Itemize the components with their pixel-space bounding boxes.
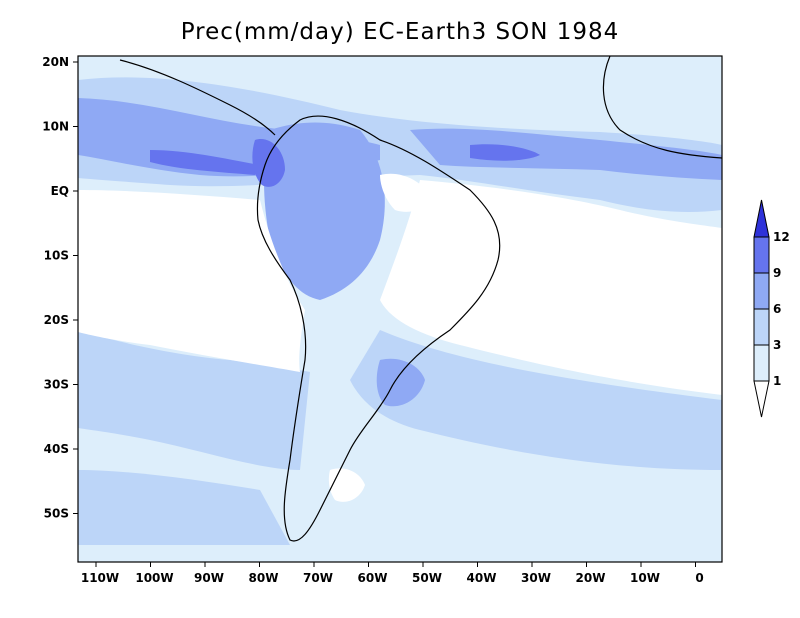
lon-tick-label: 80W	[249, 571, 279, 585]
lon-tick-label: 50W	[412, 571, 442, 585]
lon-tick-label: 10W	[630, 571, 660, 585]
colorbar-segment	[753, 236, 770, 274]
lon-tick-label: 90W	[194, 571, 224, 585]
dry-pacific	[78, 190, 305, 372]
dry-patagonia	[328, 468, 365, 502]
lon-tick-label: 70W	[303, 571, 333, 585]
ocean-3-6-band	[78, 330, 310, 470]
lon-tick-label: 110W	[81, 571, 119, 585]
colorbar-segment	[753, 272, 770, 310]
map-frame	[77, 55, 723, 563]
colorbar-level-label: 6	[773, 302, 781, 316]
lat-tick-label: EQ	[51, 184, 69, 198]
colorbar-top-arrow	[753, 199, 770, 238]
colorbar-level-label: 9	[773, 266, 781, 280]
amazon-6-9-band	[264, 122, 385, 300]
colorbar-level-label: 1	[773, 374, 781, 388]
itcz-3-6-band	[78, 77, 722, 212]
lon-tick-label: 40W	[467, 571, 497, 585]
colorbar: 1 3 6 9 12	[753, 199, 790, 418]
plata-6-9-band	[376, 358, 425, 407]
lon-tick-label: 20W	[576, 571, 606, 585]
colorbar-bottom-arrow	[753, 380, 770, 418]
lon-tick-label: 0	[695, 571, 703, 585]
south-pacific-3-6-band	[78, 470, 290, 545]
colorbar-level-label: 12	[773, 230, 790, 244]
lon-tick-label: 100W	[135, 571, 173, 585]
atlantic-3-6-band	[350, 330, 722, 470]
colorbar-segment	[753, 308, 770, 346]
coastline	[256, 115, 501, 542]
colorbar-segment	[753, 344, 770, 382]
lat-tick-label: 10N	[42, 120, 69, 134]
lon-tick-label: 30W	[521, 571, 551, 585]
lat-tick-label: 30S	[44, 378, 69, 392]
lat-tick-label: 20N	[42, 55, 69, 69]
pacific-itcz-9-12-band	[150, 150, 260, 175]
longitude-axis: 110W 100W 90W 80W 70W 60W 50W 40W 30W 20W 10W 0	[81, 562, 704, 585]
atlantic-9-12-band	[470, 144, 540, 161]
dry-atlantic	[380, 180, 722, 395]
latitude-axis: 20N 10N EQ 10S 20S 30S 40S 50S	[42, 55, 78, 521]
africa-coast	[602, 56, 722, 159]
precip-field	[78, 56, 722, 562]
atlantic-itcz-6-9-band	[410, 128, 722, 180]
lat-tick-label: 10S	[44, 249, 69, 263]
lat-tick-label: 20S	[44, 313, 69, 327]
map-title: Prec(mm/day) EC-Earth3 SON 1984	[181, 19, 620, 45]
lat-tick-label: 50S	[44, 507, 69, 521]
lon-tick-label: 60W	[358, 571, 388, 585]
lat-tick-label: 40S	[44, 442, 69, 456]
colorbar-level-label: 3	[773, 338, 781, 352]
colombia-9-12-band	[252, 139, 285, 187]
dry-northeast-brazil	[380, 173, 430, 212]
central-america-coast	[119, 59, 276, 136]
